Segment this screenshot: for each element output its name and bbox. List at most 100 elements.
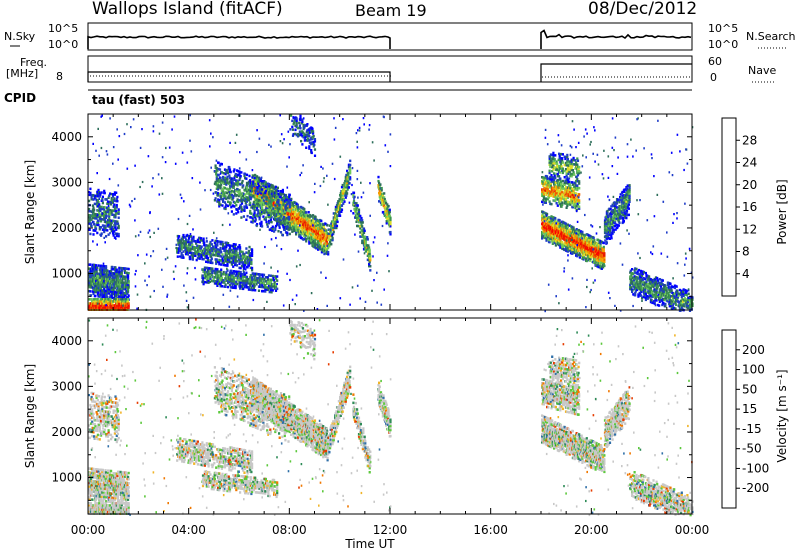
heatmap-cell bbox=[331, 236, 334, 240]
heatmap-cell bbox=[103, 210, 106, 213]
heatmap-cell bbox=[112, 219, 115, 223]
heatmap-cell bbox=[103, 218, 106, 221]
heatmap-cell bbox=[288, 210, 291, 213]
heatmap-cell bbox=[237, 270, 240, 274]
heatmap-cell bbox=[113, 215, 116, 219]
heatmap-cell bbox=[302, 238, 305, 241]
heatmap-cell bbox=[109, 213, 112, 216]
heatmap-cell bbox=[315, 247, 318, 250]
heatmap-cell bbox=[230, 205, 233, 209]
heatmap-cell bbox=[228, 193, 232, 196]
heatmap-cell bbox=[209, 240, 212, 244]
heatmap-cell bbox=[266, 184, 269, 187]
heatmap-cell bbox=[245, 261, 249, 265]
heatmap-cell bbox=[245, 279, 248, 283]
heatmap-cell bbox=[250, 260, 253, 263]
heatmap-cell bbox=[186, 244, 189, 248]
heatmap-cell bbox=[291, 206, 295, 209]
heatmap-cell bbox=[189, 245, 192, 248]
heatmap-cell bbox=[243, 209, 246, 212]
heatmap-cell bbox=[244, 261, 247, 265]
heatmap-cell bbox=[228, 273, 232, 277]
heatmap-cell bbox=[228, 279, 231, 283]
heatmap-cell bbox=[261, 188, 264, 191]
heatmap-cell bbox=[120, 275, 123, 278]
heatmap-cell bbox=[239, 270, 242, 274]
heatmap-cell bbox=[208, 242, 211, 246]
heatmap-cell bbox=[124, 294, 127, 297]
heatmap-cell bbox=[205, 246, 208, 249]
heatmap-cell bbox=[203, 241, 206, 245]
heatmap-cell bbox=[110, 227, 113, 231]
heatmap-cell bbox=[92, 214, 95, 218]
heatmap-cell bbox=[290, 227, 293, 231]
heatmap-cell bbox=[111, 195, 115, 198]
heatmap-cell bbox=[239, 248, 242, 251]
freq-unit: [MHz] bbox=[6, 67, 38, 80]
heatmap-cell bbox=[236, 181, 239, 185]
heatmap-cell bbox=[98, 205, 101, 208]
heatmap-cell bbox=[326, 242, 329, 246]
heatmap-cell bbox=[238, 170, 241, 173]
heatmap-cell bbox=[239, 279, 242, 282]
heatmap-cell bbox=[269, 214, 272, 217]
heatmap-cell bbox=[223, 182, 226, 185]
heatmap-cell bbox=[116, 220, 119, 223]
heatmap-cell bbox=[254, 176, 257, 179]
heatmap-cell bbox=[123, 269, 127, 272]
heatmap-cell bbox=[253, 209, 256, 213]
heatmap-cell bbox=[389, 216, 392, 220]
heatmap-cell bbox=[205, 244, 208, 247]
heatmap-cell bbox=[108, 225, 111, 228]
heatmap-cell bbox=[235, 175, 239, 178]
heatmap-cell bbox=[115, 295, 118, 298]
heatmap-cell bbox=[113, 209, 116, 213]
heatmap-cell bbox=[228, 250, 232, 253]
heatmap-cell bbox=[204, 248, 207, 251]
heatmap-cell bbox=[233, 286, 236, 289]
heatmap-cell bbox=[240, 171, 243, 174]
heatmap-cell bbox=[252, 288, 255, 292]
heatmap-cell bbox=[269, 274, 272, 277]
heatmap-cell bbox=[205, 270, 208, 274]
heatmap-cell bbox=[233, 257, 236, 260]
heatmap-cell bbox=[109, 225, 112, 228]
heatmap-cell bbox=[306, 235, 310, 238]
heatmap-cell bbox=[176, 255, 179, 258]
heatmap-cell bbox=[265, 220, 268, 224]
heatmap-cell bbox=[267, 185, 271, 188]
heatmap-cell bbox=[101, 298, 104, 301]
heatmap-cell bbox=[323, 238, 326, 241]
heatmap-cell bbox=[227, 281, 230, 285]
heatmap-cell bbox=[197, 251, 200, 254]
heatmap-cell bbox=[191, 237, 194, 240]
heatmap-cell bbox=[184, 246, 188, 250]
heatmap-cell bbox=[298, 124, 301, 127]
heatmap-cell bbox=[110, 269, 113, 273]
heatmap-cell bbox=[299, 207, 302, 210]
heatmap-cell bbox=[115, 298, 118, 301]
heatmap-cell bbox=[230, 286, 233, 289]
heatmap-cell bbox=[568, 228, 571, 231]
heatmap-cell bbox=[257, 182, 260, 185]
heatmap-cell bbox=[100, 232, 103, 235]
heatmap-cell bbox=[222, 200, 225, 203]
heatmap-cell bbox=[259, 281, 262, 284]
heatmap-cell bbox=[121, 297, 124, 301]
heatmap-cell bbox=[266, 223, 269, 226]
heatmap-cell bbox=[218, 205, 221, 208]
heatmap-cell bbox=[108, 290, 111, 293]
heatmap-cell bbox=[290, 221, 293, 224]
heatmap-cell bbox=[218, 198, 221, 202]
heatmap-cell bbox=[290, 205, 293, 208]
heatmap-cell bbox=[261, 196, 264, 199]
heatmap-cell bbox=[96, 293, 99, 296]
heatmap-cell bbox=[103, 206, 106, 209]
heatmap-cell bbox=[262, 203, 266, 206]
heatmap-cell bbox=[108, 213, 111, 216]
heatmap-cell bbox=[320, 242, 323, 245]
heatmap-cell bbox=[272, 199, 275, 202]
heatmap-cell bbox=[249, 209, 252, 213]
heatmap-cell bbox=[327, 251, 330, 254]
heatmap-cell bbox=[118, 270, 121, 274]
